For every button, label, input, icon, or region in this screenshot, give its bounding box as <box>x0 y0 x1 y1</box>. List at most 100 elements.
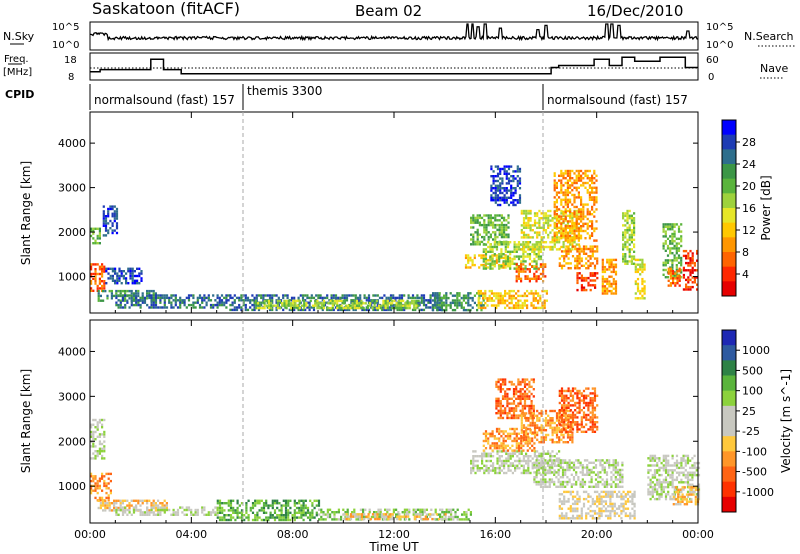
power-cell <box>542 226 545 229</box>
vel-cell <box>345 515 348 518</box>
power-cell <box>157 306 160 309</box>
power-cell <box>504 248 507 251</box>
vel-cell <box>258 499 261 502</box>
power-cell <box>585 262 588 265</box>
power-cell <box>498 260 501 263</box>
vel-cell <box>494 467 497 470</box>
power-cell <box>281 304 284 307</box>
power-cell <box>373 302 376 305</box>
vel-cell <box>495 402 498 405</box>
power-cell <box>610 270 613 274</box>
power-cell <box>476 228 479 232</box>
power-cell <box>587 281 590 285</box>
power-cell <box>413 304 416 307</box>
power-cell <box>352 294 355 297</box>
vel-cell <box>562 436 565 439</box>
vel-cell <box>108 502 111 505</box>
power-cell <box>558 238 561 241</box>
vel-cell <box>563 411 566 414</box>
power-cell <box>472 214 475 217</box>
vel-cell <box>196 508 199 512</box>
power-cell <box>490 289 493 293</box>
power-cell <box>500 253 503 256</box>
power-cell <box>603 289 607 293</box>
vel-cell <box>517 432 521 435</box>
power-cell <box>576 259 579 263</box>
power-cell <box>520 260 523 263</box>
power-cell <box>555 181 558 185</box>
power-cell <box>520 255 523 258</box>
nave-tick-top: 60 <box>706 55 719 66</box>
power-cell <box>119 306 122 309</box>
vel-cell <box>154 504 157 507</box>
power-cell <box>113 229 116 232</box>
power-cell <box>485 231 488 234</box>
power-cell <box>90 234 93 238</box>
power-cell <box>493 265 496 268</box>
power-cell <box>501 191 504 195</box>
power-cell <box>573 201 576 204</box>
power-cell <box>603 292 607 295</box>
power-cell <box>496 194 500 197</box>
power-cell <box>566 184 569 187</box>
power-cell <box>260 301 263 304</box>
power-cell <box>106 297 109 300</box>
power-cell <box>496 203 500 207</box>
power-cell <box>389 294 393 297</box>
power-cell <box>492 221 495 224</box>
power-cell <box>687 278 690 282</box>
vel-cell <box>518 452 521 455</box>
vel-cell <box>509 437 512 440</box>
power-cell <box>519 294 522 298</box>
power-cell <box>502 260 505 263</box>
vel-cell <box>487 469 490 472</box>
vel-cell <box>571 441 574 444</box>
power-cell <box>593 239 596 242</box>
vel-cell <box>343 517 346 521</box>
power-cell <box>351 304 354 307</box>
power-cell <box>565 252 568 255</box>
vel-cell <box>589 425 592 429</box>
power-cell <box>591 272 594 275</box>
power-cell <box>547 221 550 225</box>
vel-cell <box>538 452 541 455</box>
vel-cell <box>404 513 408 516</box>
vel-cell <box>92 438 95 441</box>
power-cell <box>407 296 410 300</box>
vel-cell <box>542 452 545 455</box>
power-cell <box>504 294 507 298</box>
vel-cell <box>104 506 107 510</box>
power-cell <box>440 308 443 312</box>
vel-cell <box>517 404 520 408</box>
power-cell <box>492 170 495 173</box>
power-cell <box>456 304 459 307</box>
power-cell <box>577 172 580 175</box>
power-cell <box>471 259 474 262</box>
power-cell <box>512 194 515 197</box>
power-cell <box>408 306 411 310</box>
power-cell <box>449 306 452 309</box>
power-cell <box>689 285 692 289</box>
power-cell <box>240 296 243 300</box>
vel-cell <box>513 430 516 433</box>
vel-cell <box>519 397 522 400</box>
power-cell <box>102 289 105 293</box>
vel-cell <box>563 399 566 402</box>
power-cell <box>469 292 472 295</box>
power-cell <box>399 299 403 303</box>
vel-cell <box>322 513 325 516</box>
power-cell <box>131 272 134 275</box>
vel-cell <box>539 473 543 476</box>
power-cell <box>510 179 513 183</box>
power-cell <box>691 266 694 270</box>
vel-cell <box>522 412 526 415</box>
power-cell <box>534 299 537 302</box>
vel-cell <box>517 414 520 417</box>
vel-cell <box>518 457 521 460</box>
vel-cell <box>520 442 523 445</box>
vel-cell <box>102 499 105 502</box>
power-cell <box>566 220 569 223</box>
power-cell <box>662 273 665 276</box>
power-cell <box>507 182 511 185</box>
vel-cell <box>563 401 566 405</box>
